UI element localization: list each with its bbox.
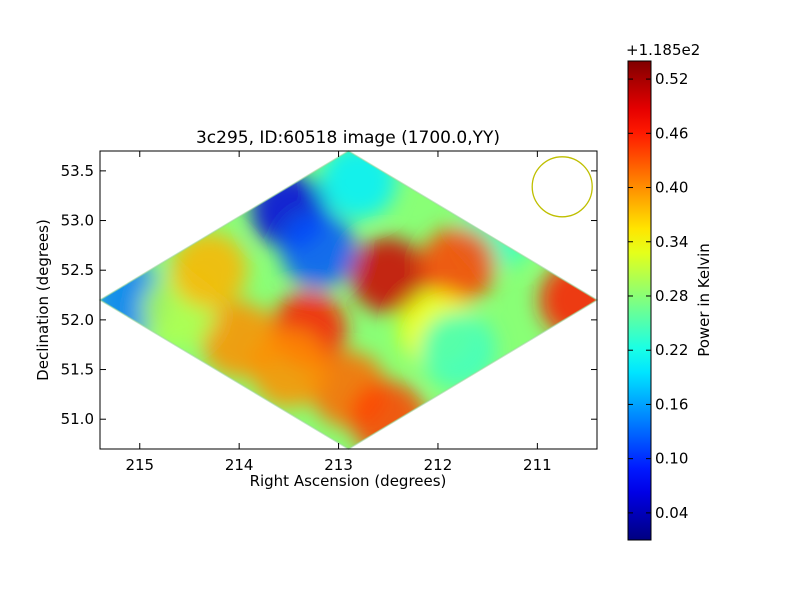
y-tick-label: 52.0	[61, 311, 94, 329]
heatmap-feature	[539, 262, 597, 338]
plot-frame	[99, 150, 598, 450]
y-tick-label: 51.5	[61, 361, 94, 379]
chart-title: 3c295, ID:60518 image (1700.0,YY)	[196, 128, 500, 148]
x-tick-label: 214	[225, 456, 254, 474]
colorbar-tick-label: 0.04	[655, 504, 688, 522]
colorbar-tick-label: 0.34	[655, 233, 688, 251]
colorbar-tick-label: 0.22	[655, 341, 688, 359]
heatmap-feature	[250, 331, 327, 408]
heatmap-feature	[419, 311, 496, 388]
x-tick-label: 213	[324, 456, 353, 474]
colorbar-tick-label: 0.46	[655, 124, 688, 142]
colorbar-offset-label: +1.185e2	[626, 41, 700, 59]
x-tick-label: 215	[125, 456, 154, 474]
heatmap-feature	[419, 227, 496, 304]
heatmap-feature	[280, 212, 357, 289]
colorbar	[627, 60, 652, 541]
y-axis-label: Declination (degrees)	[34, 219, 52, 381]
colorbar-tick-label: 0.52	[655, 70, 688, 88]
beam-circle	[531, 156, 593, 218]
colorbar-tick-label: 0.40	[655, 179, 688, 197]
heatmap-feature	[320, 151, 397, 219]
y-tick-label: 53.0	[61, 212, 94, 230]
heatmap-feature	[171, 232, 248, 309]
heatmap-layer	[100, 151, 597, 449]
x-tick-label: 212	[424, 456, 453, 474]
colorbar-tick-label: 0.28	[655, 287, 688, 305]
y-tick-label: 52.5	[61, 261, 94, 279]
colorbar-tick-label: 0.10	[655, 450, 688, 468]
heatmap-feature	[350, 381, 427, 449]
y-tick-label: 51.0	[61, 410, 94, 428]
colorbar-label: Power in Kelvin	[695, 243, 713, 357]
x-tick-label: 211	[523, 456, 552, 474]
y-axis-ticks: 51.0 51.5 52.0 52.5 53.0 53.5	[61, 162, 597, 428]
x-axis-label: Right Ascension (degrees)	[250, 472, 447, 490]
heatmap-features	[100, 151, 597, 449]
y-tick-label: 53.5	[61, 162, 94, 180]
x-axis-ticks: 215 214 213 212 211	[125, 151, 552, 474]
colorbar-ticks: 0.04 0.10 0.16 0.22 0.28 0.34 0.40 0.46 0.52	[628, 70, 688, 522]
heatmap-feature	[350, 237, 427, 314]
colorbar-tick-label: 0.16	[655, 395, 688, 413]
